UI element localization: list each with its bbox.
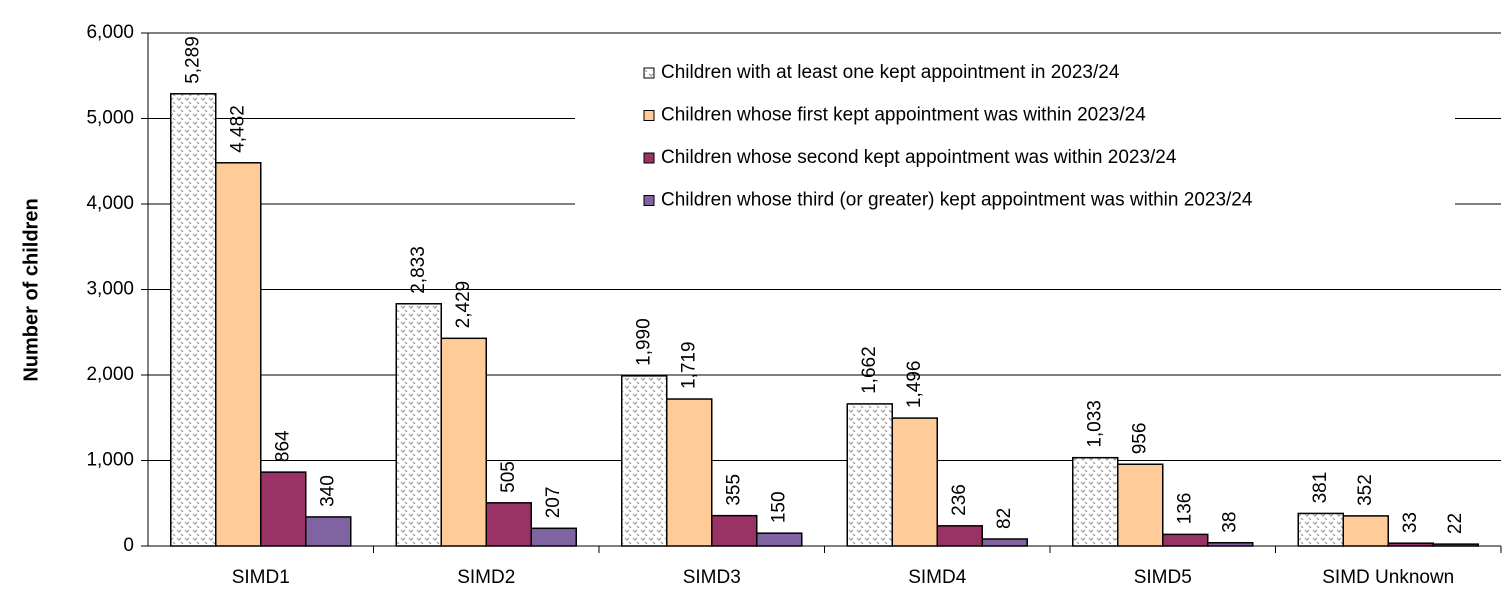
y-tick-label: 5,000 [86, 108, 134, 129]
x-tick-label: SIMD4 [908, 567, 967, 588]
data-label: 33 [1400, 512, 1421, 533]
data-label: 207 [543, 487, 564, 519]
data-label: 1,033 [1084, 400, 1105, 448]
data-label: 236 [949, 484, 970, 516]
data-label: 340 [317, 475, 338, 507]
x-tick-label: SIMD2 [457, 567, 515, 588]
bar [1297, 512, 1344, 547]
legend-swatch [643, 110, 655, 121]
bar [215, 162, 262, 547]
bar [305, 516, 352, 547]
data-label: 1,496 [904, 361, 925, 409]
bar [981, 538, 1028, 547]
data-label: 864 [272, 430, 293, 462]
legend-swatch [643, 152, 655, 164]
bar [530, 527, 577, 547]
y-tick-label: 2,000 [86, 364, 134, 385]
legend-label: Children with at least one kept appointm… [661, 62, 1120, 83]
bar [1342, 515, 1389, 547]
data-label: 82 [994, 508, 1015, 529]
data-label: 22 [1445, 513, 1466, 534]
bar [711, 514, 758, 547]
bar [260, 471, 307, 547]
data-label: 355 [723, 474, 744, 506]
bar [621, 375, 668, 547]
bar [846, 403, 893, 547]
y-tick-label: 6,000 [86, 22, 134, 43]
bar [1162, 533, 1209, 547]
bar [440, 337, 487, 547]
legend: Children with at least one kept appointm… [575, 52, 1455, 224]
legend-label: Children whose second kept appointment w… [661, 147, 1177, 168]
data-label: 2,429 [453, 281, 474, 329]
x-tick-label: SIMD3 [683, 567, 741, 588]
bar [756, 532, 803, 547]
data-label: 5,289 [182, 36, 203, 84]
legend-box [575, 52, 1455, 224]
legend-label: Children whose first kept appointment wa… [661, 105, 1146, 126]
x-tick-label: SIMD1 [232, 567, 290, 588]
data-label: 2,833 [408, 246, 429, 294]
bar [485, 502, 532, 547]
legend-label: Children whose third (or greater) kept a… [661, 190, 1253, 211]
data-label: 4,482 [227, 105, 248, 153]
data-label: 505 [498, 461, 519, 493]
y-tick-label: 1,000 [86, 450, 134, 471]
bar [170, 93, 217, 547]
data-label: 352 [1355, 474, 1376, 506]
x-tick-label: SIMD Unknown [1322, 567, 1454, 588]
data-label: 1,990 [633, 318, 654, 366]
bar [891, 417, 938, 547]
x-tick-label: SIMD5 [1134, 567, 1192, 588]
bar [936, 525, 983, 547]
y-tick-label: 3,000 [86, 279, 134, 300]
bar [1117, 463, 1164, 547]
data-label: 136 [1174, 493, 1195, 525]
legend-swatch [643, 67, 655, 79]
data-label: 38 [1219, 512, 1240, 533]
y-tick-label: 4,000 [86, 193, 134, 214]
bar [395, 303, 442, 547]
data-label: 150 [768, 491, 789, 523]
data-label: 956 [1129, 423, 1150, 455]
data-label: 381 [1310, 472, 1331, 504]
bar [1072, 456, 1119, 547]
bar [666, 398, 713, 547]
data-label: 1,662 [859, 346, 880, 394]
legend-swatch [643, 195, 655, 206]
data-label: 1,719 [678, 341, 699, 389]
y-tick-label: 0 [123, 535, 134, 556]
y-axis-label: Number of children [20, 198, 42, 381]
